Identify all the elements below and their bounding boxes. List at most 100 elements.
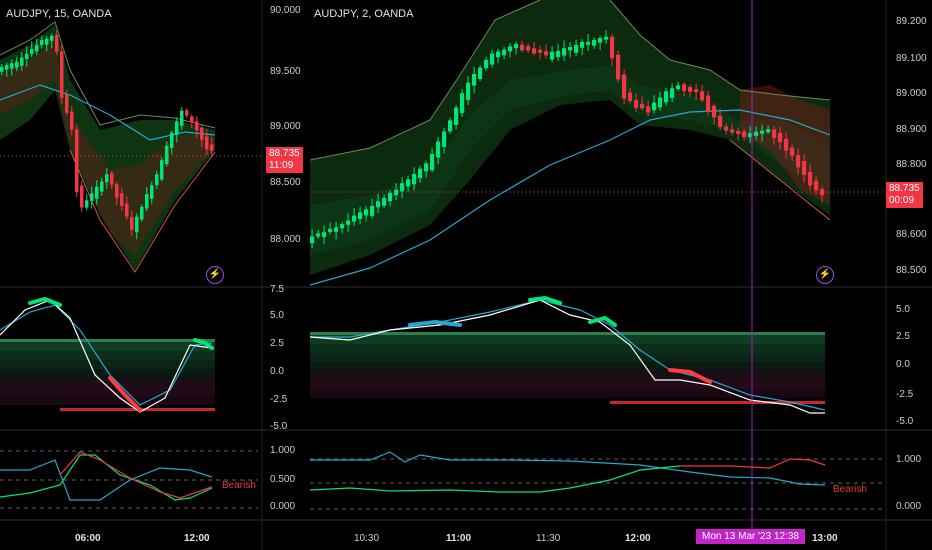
strength-line: [310, 451, 826, 486]
oscillator-zone: [0, 351, 215, 360]
candle-body: [478, 67, 483, 79]
left-last-price: 88.735: [269, 148, 300, 159]
candle-body: [568, 46, 573, 51]
candle-body: [442, 131, 447, 147]
ema-line: [310, 109, 831, 286]
oscillator-highlight: [668, 368, 712, 384]
candle-body: [358, 212, 363, 220]
right-last-price: 88.735: [889, 183, 920, 194]
volatility-band: [310, 65, 830, 255]
candle-body: [574, 44, 579, 53]
candle-body: [616, 54, 621, 80]
candle-body: [95, 186, 99, 199]
candle-body: [75, 129, 79, 193]
candle-body: [766, 129, 771, 133]
left-osc-tick: 5.0: [270, 310, 284, 321]
left-bottom-tick: 0.500: [270, 474, 296, 485]
right-bottom-tick: 1.000: [896, 454, 922, 465]
candle-body: [110, 173, 114, 185]
strength-line: [0, 459, 213, 501]
right-time-tick: 13:00: [812, 533, 838, 544]
candle-body: [328, 228, 333, 232]
left-bearish-label: Bearish: [222, 480, 256, 491]
candle-body: [100, 181, 104, 192]
strength-line: [680, 458, 826, 469]
lightning-icon[interactable]: ⚡: [206, 266, 224, 284]
candle-body: [30, 49, 34, 54]
candle-body: [205, 136, 209, 150]
candle-body: [772, 129, 777, 139]
oscillator-lower-line: [610, 401, 825, 404]
candle-body: [658, 97, 663, 108]
candle-body: [316, 233, 321, 237]
band-upper: [310, 0, 541, 161]
candle-body: [150, 185, 154, 199]
candle-body: [496, 51, 501, 58]
candle-body: [115, 184, 119, 198]
candle-body: [544, 51, 549, 56]
strength-line: [0, 454, 213, 501]
candle-body: [160, 160, 164, 180]
candle-body: [340, 224, 345, 229]
candle-body: [105, 174, 109, 183]
candle-body: [712, 105, 717, 118]
oscillator-highlight: [588, 315, 617, 327]
candle-body: [155, 174, 159, 186]
left-bar-countdown: 11:09: [269, 160, 294, 171]
left-chart[interactable]: AUDJPY, 15, OANDA 90.000 89.500 89.000 8…: [0, 0, 310, 550]
right-osc-tick: 0.0: [896, 359, 910, 370]
oscillator-zone: [310, 362, 825, 371]
left-price-tick: 89.000: [270, 121, 301, 132]
volatility-band: [310, 0, 830, 275]
candle-body: [180, 110, 184, 126]
left-bottom-tick: 0.000: [270, 501, 296, 512]
left-osc-tick: 0.0: [270, 366, 284, 377]
candle-body: [700, 91, 705, 101]
candle-body: [694, 89, 699, 93]
candle-body: [802, 161, 807, 175]
candle-body: [724, 126, 729, 131]
candle-body: [394, 189, 399, 196]
candle-body: [760, 130, 765, 134]
oscillator-highlight: [108, 376, 142, 412]
oscillator-zone: [0, 342, 215, 351]
right-osc-tick: 2.5: [896, 331, 910, 342]
right-time-tick: 11:00: [446, 533, 472, 544]
candle-body: [370, 205, 375, 216]
right-osc-tick: 5.0: [896, 304, 910, 315]
oscillator-zone: [0, 360, 215, 369]
candle-body: [210, 144, 214, 151]
candle-body: [195, 121, 199, 131]
oscillator-highlight: [28, 296, 62, 307]
candle-body: [200, 127, 204, 140]
candle-body: [634, 100, 639, 108]
lightning-icon[interactable]: ⚡: [816, 266, 834, 284]
volatility-band: [0, 25, 215, 270]
candle-body: [592, 40, 597, 46]
oscillator-signal-line: [0, 304, 213, 406]
left-osc-tick: -2.5: [270, 394, 288, 405]
candle-body: [502, 49, 507, 56]
crosshair-time-label: Mon 13 Mar '23 12:38: [696, 529, 805, 544]
candle-body: [538, 49, 543, 53]
candle-body: [418, 168, 423, 179]
candle-body: [754, 131, 759, 136]
oscillator-highlight: [408, 319, 462, 327]
candle-body: [652, 102, 657, 111]
right-chart[interactable]: AUDJPY, 2, OANDA 89.200 89.100 89.000 88…: [310, 0, 932, 550]
left-chart-canvas[interactable]: [0, 0, 310, 550]
candle-body: [628, 92, 633, 102]
candle-body: [400, 183, 405, 192]
candle-body: [0, 66, 4, 72]
left-bottom-tick: 1.000: [270, 445, 296, 456]
candle-body: [814, 180, 819, 191]
band-upper: [0, 21, 216, 129]
left-osc-tick: 7.5: [270, 284, 284, 295]
candle-body: [778, 132, 783, 143]
oscillator-zone: [0, 378, 215, 387]
candle-body: [310, 236, 315, 244]
right-chart-canvas[interactable]: [310, 0, 932, 550]
candle-body: [682, 84, 687, 92]
oscillator-upper-line: [0, 339, 215, 342]
candle-body: [424, 163, 429, 172]
